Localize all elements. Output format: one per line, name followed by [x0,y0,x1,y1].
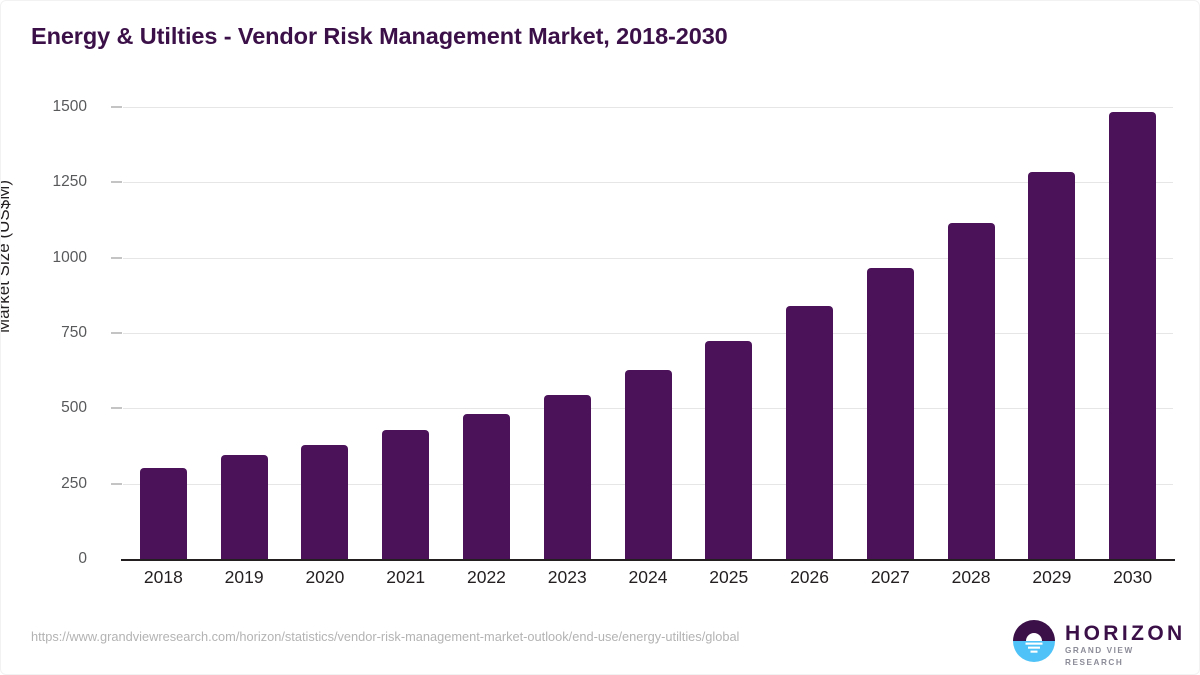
bar-2029[interactable] [1028,171,1076,559]
y-tick-label: 1500 [52,98,87,115]
x-tick-label: 2023 [547,567,587,587]
bar-2022[interactable] [462,414,510,559]
brand-logo[interactable]: HORIZON GRAND VIEW RESEARCH [1013,618,1182,667]
x-tick-label: 2030 [1113,567,1153,587]
gridline [123,333,1173,334]
x-tick-label: 2029 [1032,567,1072,587]
page-title: Energy & Utilties - Vendor Risk Manageme… [31,23,728,49]
x-tick-label: 2022 [466,567,506,587]
x-tick-label: 2027 [870,567,910,587]
bar-2030[interactable] [1109,111,1157,559]
y-tick-label: 0 [78,550,87,567]
x-tick-label: 2021 [386,567,426,587]
logo-wordmark: HORIZON [1065,622,1186,645]
bar-2026[interactable] [786,305,834,559]
bar-2023[interactable] [543,395,591,559]
bar-2027[interactable] [866,267,914,559]
bar-2028[interactable] [947,222,995,559]
bar-2021[interactable] [382,430,430,559]
horizon-sun-icon [1013,620,1055,662]
y-tick-mark [111,407,122,409]
gridline [123,257,1173,259]
source-url[interactable]: https://www.grandviewresearch.com/horizo… [31,629,740,644]
y-axis-title: Market Size (US$M) [0,179,13,333]
x-tick-label: 2018 [143,567,183,587]
y-tick-label: 500 [61,399,87,417]
x-tick-label: 2026 [790,567,829,587]
x-tick-label: 2025 [709,567,749,587]
y-tick-mark [111,483,122,485]
plot-area [123,107,1173,559]
x-tick-label: 2020 [305,567,345,587]
y-tick-label: 1250 [52,173,87,191]
y-tick-mark [111,106,122,108]
y-tick-label: 1000 [52,248,87,266]
bar-2020[interactable] [301,445,349,559]
bar-2025[interactable] [705,340,753,559]
y-tick-label: 250 [61,474,87,492]
logo-tagline: GRAND VIEW RESEARCH [1065,646,1134,667]
gridline [123,182,1173,184]
bar-2019[interactable] [220,455,268,559]
y-tick-mark [111,181,122,183]
x-tick-label: 2024 [628,567,668,587]
y-tick-mark [111,332,122,334]
bar-2018[interactable] [139,468,187,559]
x-axis-line [121,559,1175,561]
y-tick-label: 750 [61,324,87,341]
bar-2024[interactable] [624,369,672,559]
x-tick-label: 2028 [951,567,991,587]
logo-text-block: HORIZON GRAND VIEW RESEARCH [1065,622,1186,669]
y-tick-mark [111,257,122,259]
x-tick-label: 2019 [224,567,264,587]
gridline [123,107,1173,108]
